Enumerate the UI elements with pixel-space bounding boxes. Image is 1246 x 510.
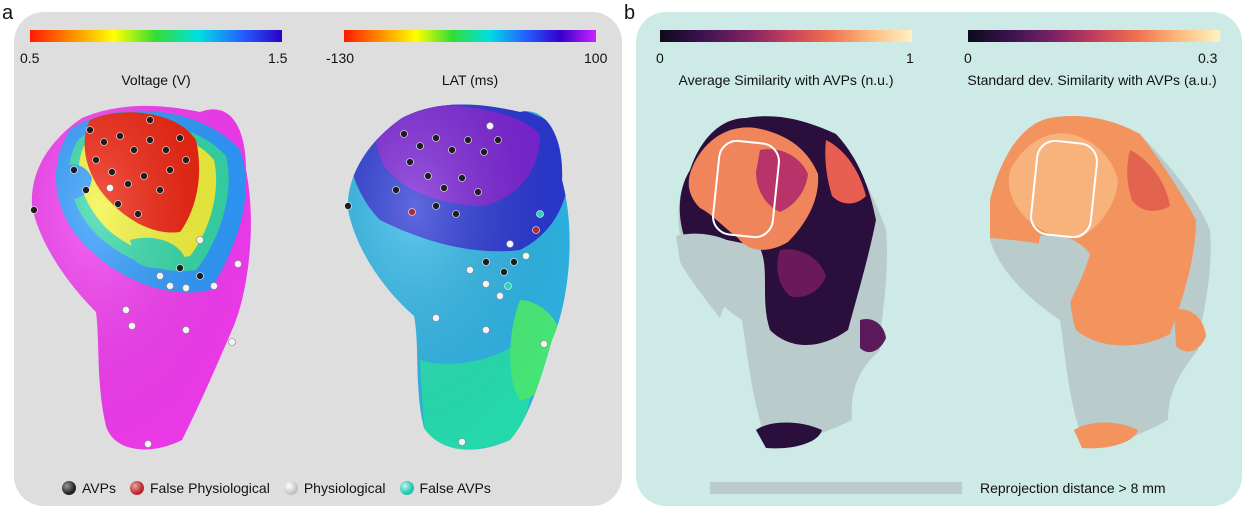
lat-colorbar — [344, 30, 596, 42]
lat-min-tick: -130 — [326, 50, 355, 66]
average-label: Average Similarity with AVPs (n.u.) — [678, 72, 894, 88]
legend-label-false-avps: False AVPs — [419, 480, 491, 496]
std-label: Standard dev. Similarity with AVPs (a.u.… — [967, 72, 1217, 88]
reprojection-label: Reprojection distance > 8 mm — [980, 480, 1166, 496]
legend-label-false-physiological: False Physiological — [149, 480, 270, 496]
lat-label: LAT (ms) — [441, 72, 499, 88]
voltage-physiological-points — [106, 184, 242, 448]
false-avps-marker-icon — [399, 481, 414, 495]
legend-item-avps: AVPs — [62, 480, 116, 496]
lat-physiological-points — [432, 122, 548, 446]
voltage-min-tick: 0.5 — [20, 50, 40, 66]
average-similarity-map — [676, 116, 887, 449]
voltage-colorbar — [30, 30, 282, 42]
legend-label-avps: AVPs — [82, 480, 116, 496]
lat-false-avp-points — [504, 210, 544, 290]
average-max-tick: 1 — [906, 50, 914, 66]
panel-b-letter: b — [624, 2, 636, 24]
average-min-tick: 0 — [656, 50, 664, 66]
panel-a-legend: AVPs False Physiological Physiological F… — [62, 480, 505, 496]
std-similarity-map — [990, 115, 1211, 449]
reprojection-swatch — [710, 482, 962, 494]
std-min-tick: 0 — [964, 50, 972, 66]
legend-item-physiological: Physiological — [283, 480, 386, 496]
physiological-marker-icon — [283, 481, 298, 495]
false-physiological-marker-icon — [129, 481, 144, 495]
lat-false-physiological-points — [408, 208, 540, 234]
voltage-label: Voltage (V) — [121, 72, 191, 88]
legend-item-false-avps: False AVPs — [399, 480, 491, 496]
voltage-avp-points — [30, 116, 204, 280]
legend-item-false-physiological: False Physiological — [129, 480, 270, 496]
avps-marker-icon — [62, 481, 76, 495]
lat-avp-points — [344, 130, 518, 276]
panel-a-letter: a — [2, 2, 14, 24]
std-similarity-colorbar — [968, 30, 1220, 42]
average-similarity-colorbar — [660, 30, 912, 42]
lat-max-tick: 100 — [584, 50, 608, 66]
voltage-max-tick: 1.5 — [268, 50, 288, 66]
std-max-tick: 0.3 — [1198, 50, 1218, 66]
legend-label-physiological: Physiological — [303, 480, 386, 496]
